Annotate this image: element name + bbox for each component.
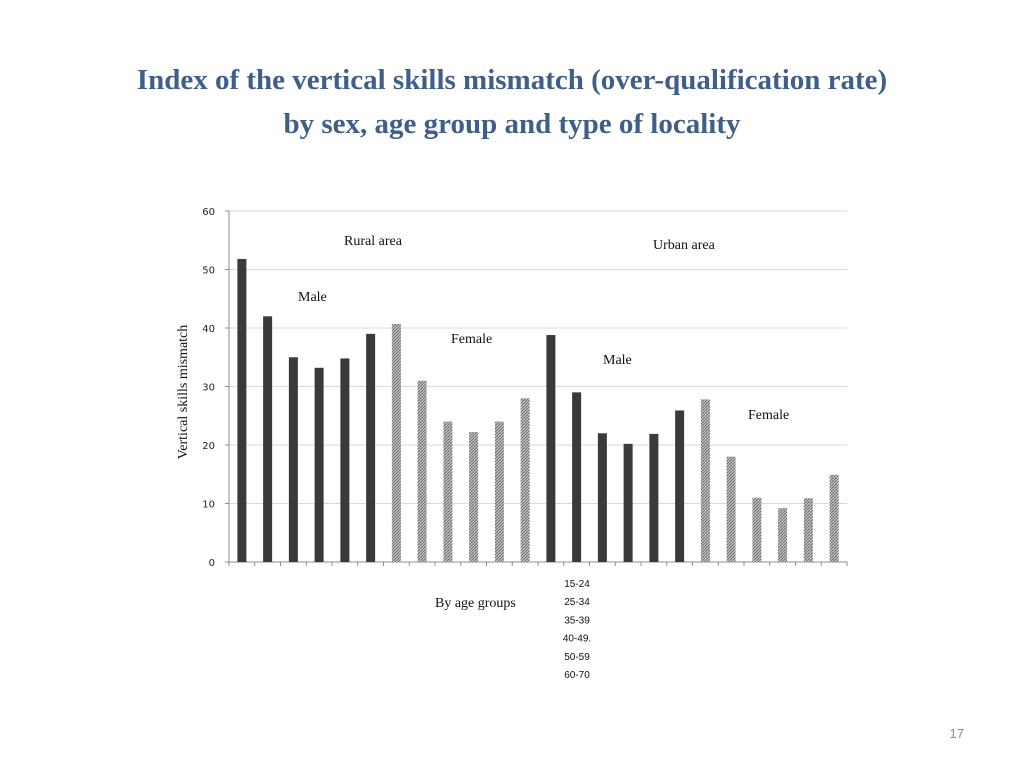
- age-group-label: 50-59: [564, 652, 590, 663]
- age-group-label: 60-70: [564, 670, 590, 681]
- y-tick-label: 40: [202, 324, 215, 335]
- bar-male: [546, 335, 556, 562]
- bar-male: [366, 333, 376, 562]
- bar-female: [443, 421, 453, 562]
- bar-male: [340, 358, 350, 562]
- bar-male: [597, 433, 607, 562]
- y-tick-label: 60: [202, 207, 215, 218]
- y-axis-ticks: 0 10 20 30 40 50 60: [202, 207, 229, 569]
- bars: [237, 258, 839, 562]
- bar-male: [649, 433, 659, 562]
- bar-female: [829, 474, 839, 562]
- bar-female: [469, 432, 479, 562]
- age-group-labels: 15-24 25-34 35-39 40-49. 50-59 60-70: [563, 579, 591, 681]
- age-group-label: 40-49.: [563, 634, 591, 645]
- age-group-label: 15-24: [564, 579, 590, 590]
- annotation-rural-male: Male: [298, 290, 327, 305]
- bar-female: [700, 399, 710, 562]
- annotation-urban-male: Male: [603, 353, 632, 368]
- y-axis-title: Vertical skills mismatch: [176, 325, 191, 460]
- y-tick-label: 10: [202, 500, 215, 511]
- slide-title-line-1: Index of the vertical skills mismatch (o…: [136, 64, 888, 96]
- bar-female: [803, 498, 813, 562]
- y-tick-label: 50: [202, 266, 215, 277]
- bar-female: [726, 456, 736, 562]
- annotation-rural-area: Rural area: [344, 234, 403, 249]
- bar-female: [391, 323, 401, 562]
- age-group-label: 35-39: [564, 615, 590, 626]
- x-axis: [228, 211, 848, 566]
- x-axis-title: By age groups: [435, 596, 516, 611]
- bar-male: [675, 410, 685, 562]
- gridlines: [229, 210, 847, 504]
- age-group-label: 25-34: [564, 597, 590, 608]
- bar-male: [314, 367, 324, 562]
- bar-female: [494, 421, 504, 562]
- bar-male: [623, 443, 633, 562]
- bar-male: [237, 258, 247, 562]
- bar-male: [572, 392, 582, 562]
- bar-male: [288, 357, 298, 562]
- slide-title-line-2: by sex, age group and type of locality: [283, 108, 741, 140]
- y-tick-label: 20: [202, 441, 215, 452]
- y-tick-label: 0: [209, 558, 215, 569]
- bar-female: [778, 508, 788, 562]
- bar-male: [263, 316, 273, 562]
- page-number: 17: [949, 726, 964, 741]
- bar-female: [417, 380, 427, 562]
- y-tick-label: 30: [202, 383, 215, 394]
- slide-title: Index of the vertical skills mismatch (o…: [40, 58, 984, 146]
- annotation-urban-female: Female: [748, 408, 789, 423]
- bar-female: [752, 497, 762, 562]
- bar-female: [520, 398, 530, 562]
- annotation-rural-female: Female: [451, 332, 492, 347]
- annotation-urban-area: Urban area: [653, 238, 716, 253]
